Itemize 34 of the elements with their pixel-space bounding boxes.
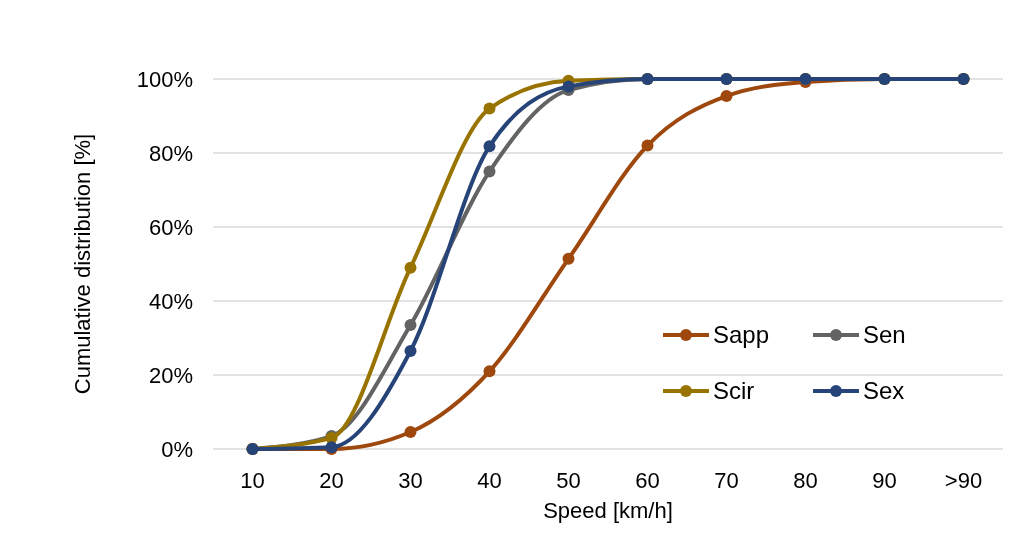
y-axis-title: Cumulative distribution [%] (70, 133, 95, 395)
x-tick-label: 40 (477, 468, 502, 493)
point (483, 165, 496, 178)
legend-label: Sen (863, 321, 906, 349)
point (404, 344, 417, 357)
point (483, 365, 496, 378)
x-tick-label: 80 (793, 468, 818, 493)
point (483, 140, 496, 153)
legend-label: Sex (863, 377, 905, 405)
point (404, 261, 417, 274)
point (641, 139, 654, 152)
point (562, 80, 575, 93)
x-tick-label: 90 (872, 468, 897, 493)
x-tick-label: 20 (319, 468, 344, 493)
point (483, 102, 496, 115)
x-tick-label: 60 (635, 468, 660, 493)
x-tick-label: 30 (398, 468, 423, 493)
point (404, 425, 417, 438)
y-tick-label: 40% (148, 288, 193, 314)
x-tick-label: >90 (944, 468, 983, 493)
y-tick-label: 100% (136, 66, 193, 92)
point (562, 252, 575, 265)
point (404, 319, 417, 332)
x-tick-label: 50 (556, 468, 581, 493)
x-tick-label: 70 (714, 468, 739, 493)
y-tick-label: 20% (148, 362, 193, 388)
legend-label: Scir (713, 377, 755, 405)
y-tick-label: 60% (148, 214, 193, 240)
x-tick-label: 10 (240, 468, 265, 493)
point (720, 90, 733, 103)
y-tick-label: 80% (148, 140, 193, 166)
x-axis-title: Speed [km/h] (543, 498, 673, 523)
legend-label: Sapp (713, 321, 770, 349)
y-tick-label: 0% (161, 436, 193, 462)
